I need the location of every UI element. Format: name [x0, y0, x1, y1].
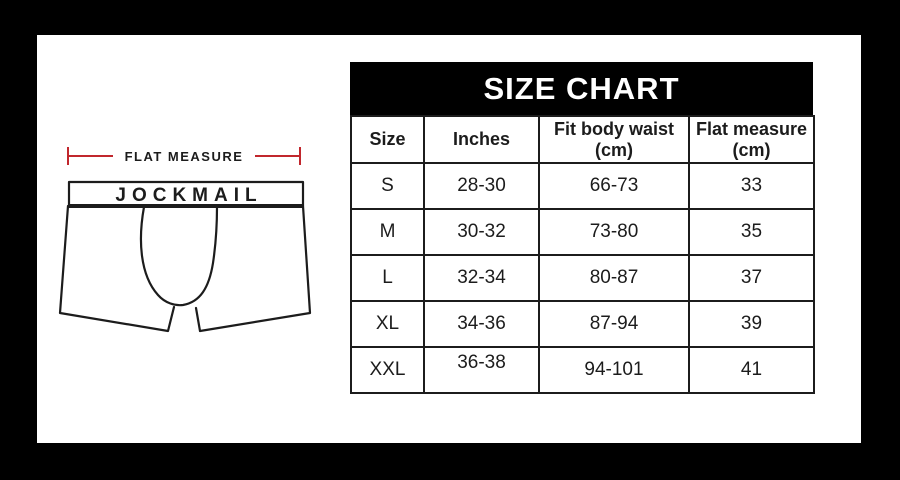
column-header-label: Size: [369, 129, 406, 149]
cell-size: M: [350, 208, 425, 256]
column-header-label: Flat measure: [695, 118, 808, 139]
size-chart-table: Size Inches Fit body waist (cm) Flat mea…: [350, 115, 815, 394]
size-chart: SIZE CHART Size Inches Fit body waist (c…: [350, 62, 815, 394]
cell-fit-body-waist: 80-87: [538, 254, 690, 302]
measure-line: FLAT MEASURE: [67, 147, 301, 165]
table-row-l: L 32-34 80-87 37: [350, 254, 815, 302]
table-row-m: M 30-32 73-80 35: [350, 208, 815, 256]
table-row-xxl: XXL 36-38 94-101 41: [350, 346, 815, 394]
cell-inches-value: 36-38: [457, 352, 506, 373]
cell-flat-measure: 39: [688, 300, 815, 348]
size-chart-title: SIZE CHART: [483, 70, 680, 106]
table-row-s: S 28-30 66-73 33: [350, 162, 815, 210]
cell-inches: 28-30: [423, 162, 540, 210]
header-row: Size Inches Fit body waist (cm) Flat mea…: [350, 115, 815, 164]
brand-logo-text: JOCKMAIL: [115, 185, 262, 206]
cell-inches: 36-38: [423, 346, 540, 394]
column-header-unit: (cm): [594, 139, 633, 160]
cell-inches: 34-36: [423, 300, 540, 348]
column-header-size: Size: [350, 115, 425, 164]
boxer-shorts-illustration: FLAT MEASURE JOCKMAIL: [58, 147, 312, 333]
cell-flat-measure: 33: [688, 162, 815, 210]
cell-size: S: [350, 162, 425, 210]
boxer-right-leg-outline: [194, 204, 312, 333]
cell-fit-body-waist: 73-80: [538, 208, 690, 256]
cell-inches: 30-32: [423, 208, 540, 256]
size-chart-title-band: SIZE CHART: [350, 62, 813, 115]
cell-flat-measure: 37: [688, 254, 815, 302]
column-header-label: Inches: [452, 129, 511, 149]
cell-size: L: [350, 254, 425, 302]
content-panel: FLAT MEASURE JOCKMAIL SIZE CHART Size: [37, 35, 861, 443]
cell-fit-body-waist: 66-73: [538, 162, 690, 210]
cell-flat-measure: 41: [688, 346, 815, 394]
boxer-left-leg-outline: [58, 204, 176, 333]
cell-inches: 32-34: [423, 254, 540, 302]
boxer-pouch-seam: [139, 205, 219, 307]
cell-size: XXL: [350, 346, 425, 394]
cell-flat-measure: 35: [688, 208, 815, 256]
cell-fit-body-waist: 94-101: [538, 346, 690, 394]
column-header-unit: (cm): [732, 139, 771, 160]
flat-measure-label: FLAT MEASURE: [125, 149, 244, 164]
column-header-fit-body-waist: Fit body waist (cm): [538, 115, 690, 164]
column-header-label: Fit body waist: [553, 118, 674, 139]
table-row-xl: XL 34-36 87-94 39: [350, 300, 815, 348]
column-header-inches: Inches: [423, 115, 540, 164]
boxer-drawing: JOCKMAIL: [58, 180, 312, 333]
cell-fit-body-waist: 87-94: [538, 300, 690, 348]
cell-size: XL: [350, 300, 425, 348]
column-header-flat-measure: Flat measure (cm): [688, 115, 815, 164]
